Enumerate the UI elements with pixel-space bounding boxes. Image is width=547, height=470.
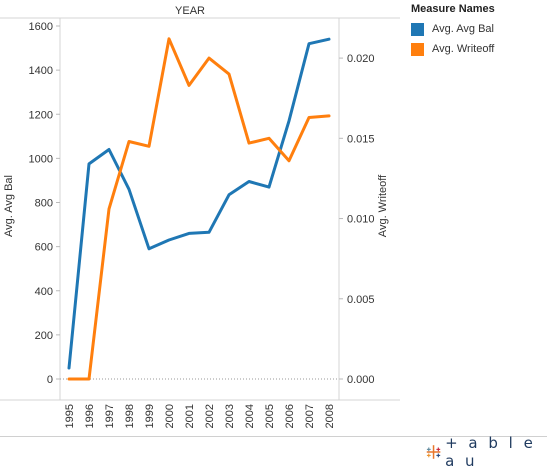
x-tick-label: 1996 xyxy=(84,404,96,428)
y-tick-label: 200 xyxy=(35,330,53,342)
y-tick-label: 1400 xyxy=(29,65,53,77)
tableau-logo-text: + a b l e a u xyxy=(445,434,536,470)
x-tick-label: 2003 xyxy=(224,404,236,428)
y-tick-label: 1200 xyxy=(29,109,53,121)
data-point[interactable] xyxy=(84,374,94,384)
chart-frame xyxy=(0,17,400,401)
data-point[interactable] xyxy=(84,159,94,169)
data-point[interactable] xyxy=(284,156,294,166)
data-point[interactable] xyxy=(164,34,174,44)
data-point[interactable] xyxy=(224,69,234,79)
y-axis-label: Avg. Avg Bal xyxy=(3,175,15,237)
data-point[interactable] xyxy=(324,111,334,121)
legend-swatch-avg-bal xyxy=(411,22,424,36)
data-point[interactable] xyxy=(144,141,154,151)
y2-tick-label: 0.000 xyxy=(347,374,375,386)
x-tick-label: 2007 xyxy=(304,404,316,428)
legend-swatch-writeoff xyxy=(411,42,424,56)
data-point[interactable] xyxy=(304,112,314,122)
legend-title: Measure Names xyxy=(411,3,495,15)
y2-tick-label: 0.010 xyxy=(347,214,375,226)
data-point[interactable] xyxy=(184,228,194,238)
data-point[interactable] xyxy=(244,138,254,148)
x-tick-label: 2004 xyxy=(244,404,256,428)
y-tick-label: 1600 xyxy=(29,21,53,33)
y-tick-label: 800 xyxy=(35,198,53,210)
y2-tick-label: 0.015 xyxy=(347,133,375,145)
series-layer xyxy=(64,34,334,384)
data-point[interactable] xyxy=(164,235,174,245)
data-point[interactable] xyxy=(204,53,214,63)
data-point[interactable] xyxy=(224,190,234,200)
data-point[interactable] xyxy=(64,363,74,373)
data-point[interactable] xyxy=(124,137,134,147)
x-tick-label: 2002 xyxy=(204,404,216,428)
data-point[interactable] xyxy=(264,133,274,143)
data-point[interactable] xyxy=(324,34,334,44)
x-tick-label: 2000 xyxy=(164,404,176,428)
x-tick-label: 1998 xyxy=(124,404,136,428)
data-point[interactable] xyxy=(204,227,214,237)
series-line-writeoff[interactable] xyxy=(67,37,331,381)
data-point[interactable] xyxy=(304,39,314,49)
x-tick-label: 1997 xyxy=(104,404,116,428)
x-tick-label: 1999 xyxy=(144,404,156,428)
data-point[interactable] xyxy=(104,204,114,214)
data-point[interactable] xyxy=(264,182,274,192)
y-tick-label: 400 xyxy=(35,286,53,298)
x-axis-ticks: 1995 1996 1997 1998 1999 2000 2001 2002 2003 2004… xyxy=(64,404,336,428)
y-tick-label: 600 xyxy=(35,242,53,254)
legend-item-avg-bal[interactable]: Avg. Avg Bal xyxy=(411,19,545,39)
x-tick-label: 1995 xyxy=(64,404,76,428)
y-tick-label: 0 xyxy=(47,374,53,386)
data-point[interactable] xyxy=(104,145,114,155)
y-axis-ticks: 0 200 400 600 800 1000 1200 1400 1600 xyxy=(29,21,60,386)
legend-item-writeoff[interactable]: Avg. Writeoff xyxy=(411,39,545,59)
legend: Measure Names Avg. Avg Bal Avg. Writeoff xyxy=(411,3,545,59)
footer-divider xyxy=(0,436,547,437)
data-point[interactable] xyxy=(144,244,154,254)
tableau-logo[interactable]: + a b l e a u xyxy=(426,434,544,470)
data-point[interactable] xyxy=(284,116,294,126)
x-tick-label: 2006 xyxy=(284,404,296,428)
tableau-logo-icon xyxy=(426,445,441,459)
chart-title: YEAR xyxy=(175,5,205,17)
data-point[interactable] xyxy=(64,374,74,384)
x-tick-label: 2008 xyxy=(324,404,336,428)
legend-label-writeoff: Avg. Writeoff xyxy=(432,43,495,55)
y-tick-label: 1000 xyxy=(29,153,53,165)
y2-tick-label: 0.020 xyxy=(347,53,375,65)
x-tick-label: 2005 xyxy=(264,404,276,428)
series-line-avg-bal[interactable] xyxy=(67,37,331,370)
y2-tick-label: 0.005 xyxy=(347,294,375,306)
data-point[interactable] xyxy=(124,184,134,194)
y2-axis-label: Avg. Writeoff xyxy=(377,174,389,237)
data-point[interactable] xyxy=(184,80,194,90)
y2-axis-ticks: 0.000 0.005 0.010 0.015 0.020 xyxy=(339,53,375,386)
data-point[interactable] xyxy=(244,177,254,187)
legend-label-avg-bal: Avg. Avg Bal xyxy=(432,23,494,35)
x-tick-label: 2001 xyxy=(184,404,196,428)
